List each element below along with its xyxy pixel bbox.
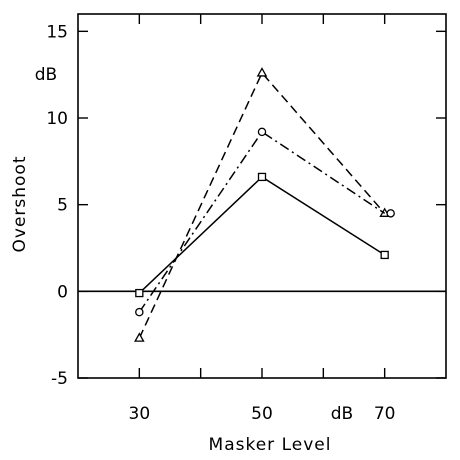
y-tick-label: 10 (46, 109, 68, 129)
y-tick-label: 15 (46, 22, 68, 42)
square-marker (135, 288, 144, 298)
series-circle (135, 127, 395, 317)
series-line (138, 130, 386, 313)
y-axis-title: Overshoot (10, 156, 30, 253)
square-marker (380, 250, 389, 260)
triangle-marker (134, 332, 145, 342)
axis-ticks: 30 50 70 -5 0 5 10 15 (46, 14, 446, 424)
series-line (138, 175, 386, 294)
y-tick-label: 5 (57, 196, 68, 216)
series-group (134, 67, 395, 342)
series-square (135, 172, 389, 298)
circle-marker (257, 127, 267, 137)
x-tick-label: 30 (129, 404, 151, 424)
x-tick-label: 70 (374, 404, 396, 424)
axis-labels: dB dB Masker Level Overshoot (10, 65, 353, 455)
x-axis-title: Masker Level (209, 435, 332, 455)
square-marker (257, 172, 267, 182)
y-unit-label: dB (35, 65, 57, 85)
x-tick-label: 50 (251, 404, 273, 424)
series-triangle (134, 67, 390, 342)
series-line (138, 71, 386, 339)
circle-marker (135, 307, 144, 317)
y-tick-label: -5 (51, 369, 68, 389)
circle-marker (386, 209, 395, 218)
y-tick-label: 0 (57, 282, 68, 302)
triangle-marker (256, 67, 268, 77)
x-unit-label: dB (331, 404, 353, 424)
